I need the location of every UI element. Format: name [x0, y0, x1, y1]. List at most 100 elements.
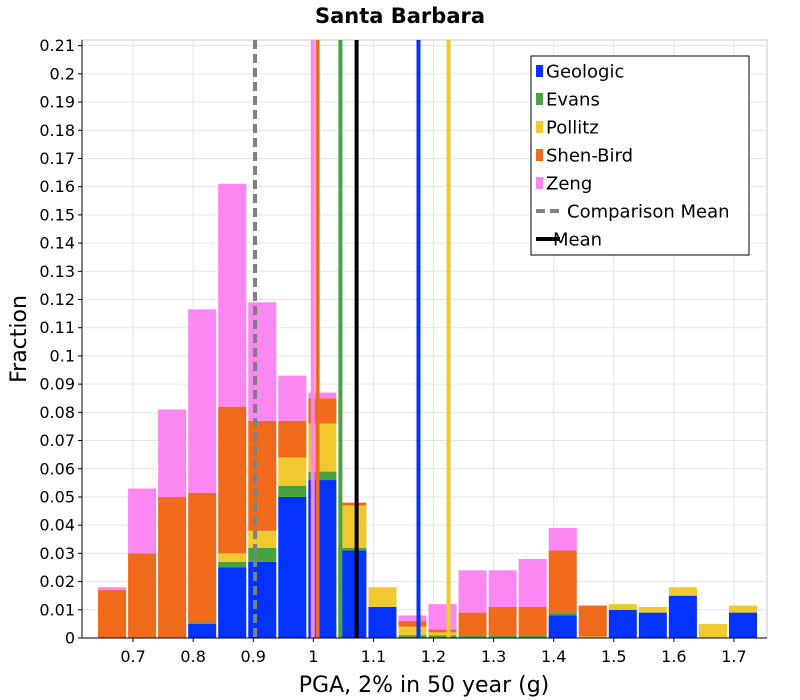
bar-segment-shen-bird [98, 590, 127, 638]
legend-label-pollitz: Pollitz [546, 118, 599, 139]
legend-label-comparison-mean: Comparison Mean [567, 202, 730, 223]
bar-segment-zeng [398, 615, 427, 622]
bar-segment-pollitz [698, 623, 727, 638]
y-tick-label: 0.21 [39, 36, 75, 55]
bar-segment-zeng [428, 604, 457, 630]
y-tick-label: 0.06 [39, 459, 75, 478]
bar-segment-shen-bird [158, 496, 187, 638]
bar-segment-geologic [638, 612, 667, 638]
legend-box [530, 55, 750, 256]
bar-segment-pollitz [668, 587, 697, 596]
bar-segment-evans [278, 485, 307, 497]
legend-swatch-pollitz [536, 121, 543, 133]
y-tick-label: 0.01 [39, 600, 75, 619]
legend: Geologic Evans Pollitz Shen-Bird Zeng Compari… [530, 55, 750, 256]
y-tick-label: 0.02 [39, 572, 75, 591]
bar-segment-pollitz [278, 457, 307, 486]
bar-segment-zeng [248, 302, 277, 421]
bar-segment-geologic [668, 595, 697, 638]
bar-segment-pollitz [338, 505, 367, 548]
bar-segment-shen-bird [518, 606, 547, 636]
bar-segment-evans [218, 561, 247, 568]
x-tick-label: 1 [308, 647, 318, 666]
y-tick-label: 0.11 [39, 318, 75, 337]
y-tick-label: 0.04 [39, 516, 75, 535]
bar-segment-zeng [548, 527, 577, 551]
bar-segment-geologic [608, 609, 637, 638]
legend-swatch-evans [536, 93, 543, 105]
y-tick-label: 0.15 [39, 205, 75, 224]
bar-segment-evans [398, 635, 427, 638]
bar-segment-evans [338, 547, 367, 551]
y-tick-label: 0.12 [39, 290, 75, 309]
x-tick-label: 1.2 [421, 647, 446, 666]
bar-segment-shen-bird [488, 606, 517, 636]
bar-segment-evans [428, 635, 457, 638]
bar-segment-zeng [158, 409, 187, 497]
bars [98, 183, 757, 638]
x-axis-label: PGA, 2% in 50 year (g) [299, 673, 550, 698]
legend-label-geologic: Geologic [546, 62, 624, 83]
x-tick-label: 1.7 [721, 647, 746, 666]
y-tick-label: 0.13 [39, 262, 75, 281]
y-tick-label: 0.03 [39, 544, 75, 563]
bar-segment-shen-bird [218, 406, 247, 554]
bar-segment-geologic [278, 496, 307, 638]
bar-segment-evans [488, 635, 517, 638]
bar-segment-pollitz [428, 632, 457, 636]
bar-segment-zeng [488, 570, 517, 607]
bar-segment-shen-bird [578, 605, 607, 637]
bar-segment-geologic [338, 550, 367, 638]
x-tick-label: 1.4 [541, 647, 566, 666]
x-tick-label: 1.3 [481, 647, 506, 666]
bar-segment-geologic [188, 623, 217, 638]
bar-segment-evans [518, 635, 547, 638]
bar-segment-shen-bird [188, 492, 217, 623]
bar-segment-pollitz [368, 587, 397, 607]
y-tick-label: 0.19 [39, 93, 75, 112]
y-axis-ticks: 0 0.01 0.02 0.03 0.04 0.05 0.06 0.07 0.08 0.09 0.1… [39, 36, 82, 648]
bar-segment-geologic [248, 561, 277, 638]
y-tick-label: 0.07 [39, 431, 75, 450]
bar-segment-shen-bird [398, 621, 427, 627]
bar-segment-evans [188, 622, 217, 624]
bar-segment-evans [248, 547, 277, 562]
bar-segment-pollitz [578, 636, 607, 638]
bar-segment-shen-bird [428, 629, 457, 633]
legend-swatch-shen-bird [536, 149, 543, 161]
bar-segment-shen-bird [128, 553, 157, 638]
bar-segment-zeng [278, 375, 307, 421]
legend-label-mean: Mean [553, 230, 602, 251]
y-tick-label: 0.17 [39, 149, 75, 168]
y-tick-label: 0.08 [39, 403, 75, 422]
y-tick-label: 0.18 [39, 121, 75, 140]
bar-segment-zeng [458, 570, 487, 613]
x-axis-ticks: 0.7 0.8 0.9 1 1.1 1.2 1.3 1.4 1.5 1.6 1.7 [120, 638, 747, 666]
bar-segment-shen-bird [278, 420, 307, 458]
bar-segment-zeng [128, 488, 157, 554]
bar-segment-pollitz [218, 553, 247, 562]
bar-segment-pollitz [608, 604, 637, 610]
x-tick-label: 0.7 [120, 647, 145, 666]
bar-segment-zeng [218, 183, 247, 407]
y-tick-label: 0.1 [50, 346, 75, 365]
bar-segment-geologic [728, 612, 757, 638]
bar-segment-geologic [548, 615, 577, 638]
bar-segment-evans [458, 635, 487, 638]
bar-segment-evans [308, 471, 337, 481]
bar-segment-zeng [308, 392, 337, 399]
legend-label-zeng: Zeng [546, 174, 592, 195]
x-tick-label: 0.9 [241, 647, 266, 666]
y-tick-label: 0.16 [39, 177, 75, 196]
x-tick-label: 1.6 [661, 647, 686, 666]
bar-segment-zeng [518, 559, 547, 607]
bar-segment-pollitz [398, 626, 427, 636]
y-tick-label: 0.05 [39, 487, 75, 506]
bar-segment-zeng [188, 309, 217, 493]
bar-segment-evans [548, 612, 577, 616]
legend-swatch-zeng [536, 177, 543, 189]
bar-segment-shen-bird [458, 612, 487, 636]
mean-lines [253, 40, 451, 638]
legend-swatch-geologic [536, 65, 543, 77]
